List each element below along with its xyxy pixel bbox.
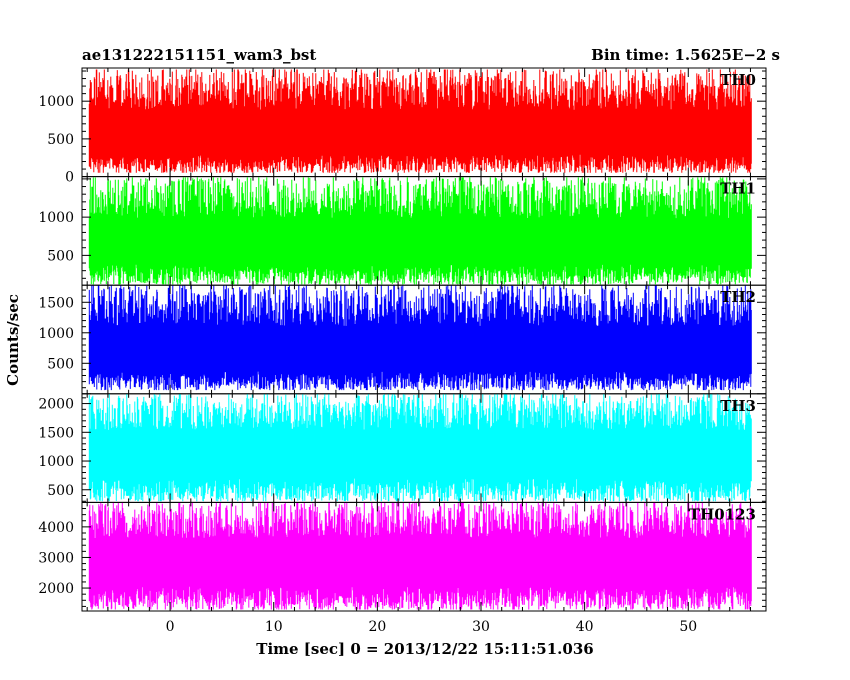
series-th0123	[88, 502, 752, 610]
panel-th2: 500 1000 1500 TH2	[38, 284, 767, 395]
y-tick-label: 0	[65, 170, 74, 186]
x-tick-label: 30	[472, 619, 490, 635]
y-tick-label: 4000	[38, 520, 74, 536]
y-tick-label: 1000	[38, 326, 74, 342]
x-tick-label: 20	[368, 619, 386, 635]
series-th3	[88, 393, 752, 502]
x-tick-label: 10	[265, 619, 283, 635]
x-tick-label: 0	[166, 619, 175, 635]
y-tick-label: 1500	[38, 425, 74, 441]
y-tick-label: 500	[47, 248, 74, 264]
y-tick-label: 1000	[38, 94, 74, 110]
y-tick-label: 500	[47, 132, 74, 148]
series-th2	[88, 285, 752, 391]
bin-time-label: Bin time: 1.5625E−2 s	[591, 46, 780, 64]
panel-th1: 500 1000 TH1	[38, 176, 767, 286]
y-tick-label: 3000	[38, 550, 74, 566]
y-tick-label: 2000	[38, 397, 74, 413]
x-tick-label: 50	[679, 619, 697, 635]
panel-th0: 0 500 1000 TH0	[38, 67, 767, 186]
y-tick-label: 1000	[38, 210, 74, 226]
y-tick-label: 500	[47, 483, 74, 499]
y-tick-label: 1500	[38, 295, 74, 311]
y-tick-label: 500	[47, 356, 74, 372]
frame-th0123	[81, 501, 767, 612]
panel-label-th3: TH3	[720, 397, 756, 415]
panel-label-th0123: TH0123	[689, 505, 756, 523]
x-tick-label: 40	[576, 619, 594, 635]
x-axis-label: Time [sec] 0 = 2013/12/22 15:11:51.036	[256, 640, 593, 658]
series-th0	[88, 69, 752, 173]
panel-label-th0: TH0	[720, 71, 756, 89]
panel-label-th1: TH1	[720, 180, 756, 198]
series-th1	[88, 177, 752, 285]
y-tick-label: 2000	[38, 581, 74, 597]
chart-title: ae131222151151_wam3_bst	[82, 46, 316, 64]
y-axis-label: Counts/sec	[4, 294, 22, 386]
panel-th3: 500 1000 1500 2000 TH3	[38, 393, 767, 503]
panel-th0123: 2000 3000 4000 TH0123	[38, 501, 767, 612]
y-tick-label: 1000	[38, 454, 74, 470]
panel-label-th2: TH2	[720, 288, 756, 306]
